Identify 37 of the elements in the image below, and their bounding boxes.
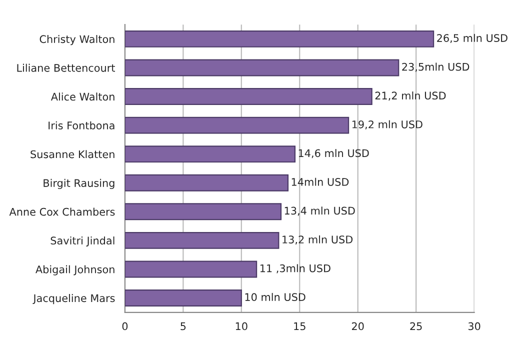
- bar: [124, 116, 350, 134]
- y-tick-label: Christy Walton: [40, 35, 114, 46]
- y-tick-label: Susanne Klatten: [30, 150, 114, 158]
- bar: [124, 30, 434, 48]
- y-tick-label: Liliane Bettencourt: [17, 64, 115, 72]
- bar: [124, 59, 400, 76]
- bar: [124, 260, 258, 278]
- data-label: 13,2 mln USD: [282, 235, 353, 245]
- bar: [124, 174, 289, 192]
- bar: [124, 88, 372, 105]
- data-label: 10 mln USD: [245, 292, 306, 302]
- data-label: 14,6 mln USD: [298, 149, 369, 158]
- y-tick-label: Abigail Johnson: [36, 265, 114, 276]
- bar: [124, 232, 280, 249]
- data-label: 19,2 mln USD: [352, 120, 422, 130]
- x-tick-label: 0: [122, 322, 128, 330]
- data-label: 26,5 mln USD: [437, 34, 508, 44]
- y-tick-label: Savitri Jindal: [50, 236, 114, 246]
- bar: [124, 146, 296, 163]
- data-label: 21,2 mln USD: [375, 91, 446, 101]
- data-label: 23,5mln USD: [402, 62, 470, 72]
- data-label: 11 ,3mln USD: [260, 264, 330, 274]
- x-tick-label: 20: [352, 322, 364, 330]
- bar: [124, 203, 282, 220]
- x-tick-label: 30: [468, 322, 480, 330]
- y-tick-label: Anne Cox Chambers: [9, 208, 115, 216]
- data-label: 14mln USD: [292, 178, 349, 186]
- x-tick-label: 25: [410, 322, 422, 330]
- bar: [124, 290, 242, 306]
- x-tick-label: 5: [180, 322, 186, 330]
- y-tick-label: Birgit Rausing: [44, 178, 114, 189]
- y-tick-label: Jacqueline Mars: [32, 294, 115, 304]
- x-tick-label: 10: [236, 322, 248, 330]
- y-tick-label: Alice Walton: [50, 92, 114, 101]
- x-tick-label: 15: [294, 322, 306, 330]
- y-tick-label: Iris Fontbona: [48, 121, 114, 130]
- data-label: 13,4 mln USD: [284, 206, 355, 216]
